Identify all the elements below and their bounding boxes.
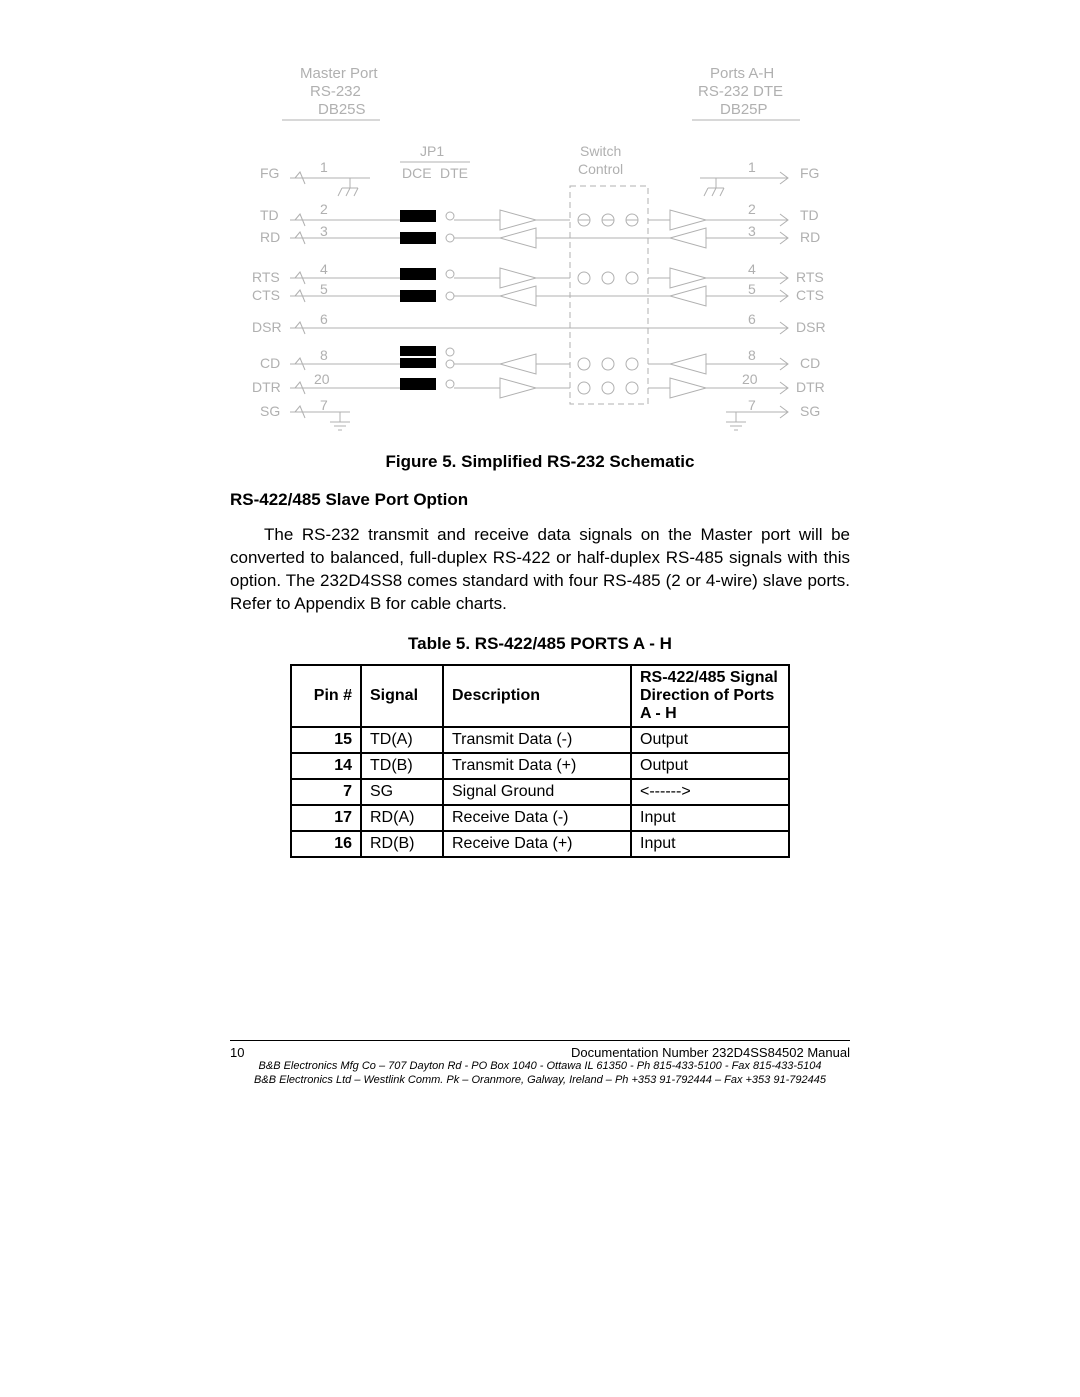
jp1-label: JP1 <box>420 143 444 159</box>
footer-rule <box>230 1040 850 1041</box>
right-pin-20: 20 <box>742 371 758 387</box>
cell-dir: Output <box>631 753 789 779</box>
left-pin-2: 2 <box>320 201 328 217</box>
right-header-2: RS-232 DTE <box>698 83 783 100</box>
body-paragraph: The RS-232 transmit and receive data sig… <box>230 524 850 616</box>
left-sig-RTS: RTS <box>252 269 280 285</box>
figure-caption: Figure 5. Simplified RS-232 Schematic <box>230 452 850 472</box>
section-heading: RS-422/485 Slave Port Option <box>230 490 850 510</box>
signal-rows: FG 1 FG 1 TD 2 <box>252 159 826 430</box>
left-pin-4: 4 <box>320 261 328 277</box>
cell-pin: 17 <box>291 805 361 831</box>
right-sig-CD: CD <box>800 355 820 371</box>
right-sig-DSR: DSR <box>796 319 826 335</box>
cell-pin: 16 <box>291 831 361 857</box>
left-sig-FG: FG <box>260 165 279 181</box>
cell-signal: TD(B) <box>361 753 443 779</box>
cell-desc: Receive Data (+) <box>443 831 631 857</box>
page-footer: 10 Documentation Number 232D4SS84502 Man… <box>230 1040 850 1088</box>
dce-label: DCE <box>402 165 432 181</box>
right-sig-CTS: CTS <box>796 287 824 303</box>
table-row: 14 TD(B) Transmit Data (+) Output <box>291 753 789 779</box>
left-header-3: DB25S <box>318 101 366 118</box>
ports-table: Pin # Signal Description RS-422/485 Sign… <box>290 664 790 858</box>
table-row: 15 TD(A) Transmit Data (-) Output <box>291 727 789 753</box>
cell-desc: Transmit Data (-) <box>443 727 631 753</box>
left-pin-5: 5 <box>320 281 328 297</box>
right-pin-3: 3 <box>748 223 756 239</box>
table-row: 16 RD(B) Receive Data (+) Input <box>291 831 789 857</box>
left-sig-CTS: CTS <box>252 287 280 303</box>
switch-label-1: Switch <box>580 143 621 159</box>
left-sig-TD: TD <box>260 207 279 223</box>
switch-label-2: Control <box>578 161 623 177</box>
th-signal: Signal <box>361 665 443 727</box>
right-header-1: Ports A-H <box>710 65 774 82</box>
cell-desc: Transmit Data (+) <box>443 753 631 779</box>
footer-address-1: B&B Electronics Mfg Co – 707 Dayton Rd -… <box>230 1060 850 1074</box>
right-pin-5: 5 <box>748 281 756 297</box>
footer-address-2: B&B Electronics Ltd – Westlink Comm. Pk … <box>230 1074 850 1088</box>
th-desc: Description <box>443 665 631 727</box>
cell-pin: 15 <box>291 727 361 753</box>
cell-signal: TD(A) <box>361 727 443 753</box>
th-pin: Pin # <box>291 665 361 727</box>
th-dir: RS-422/485 Signal Direction of Ports A -… <box>631 665 789 727</box>
cell-signal: RD(B) <box>361 831 443 857</box>
table-caption: Table 5. RS-422/485 PORTS A - H <box>230 634 850 654</box>
right-sig-SG: SG <box>800 403 820 419</box>
left-sig-SG: SG <box>260 403 280 419</box>
right-pin-7: 7 <box>748 397 756 413</box>
cell-desc: Receive Data (-) <box>443 805 631 831</box>
left-pin-6: 6 <box>320 311 328 327</box>
left-header-1: Master Port <box>300 65 378 82</box>
right-pin-8: 8 <box>748 347 756 363</box>
right-sig-DTR: DTR <box>796 379 825 395</box>
left-sig-DTR: DTR <box>252 379 281 395</box>
right-pin-2: 2 <box>748 201 756 217</box>
cell-dir: Output <box>631 727 789 753</box>
dte-label: DTE <box>440 165 468 181</box>
schematic-figure: .lt { stroke:#b0b0b0; stroke-width:1; fi… <box>240 60 840 440</box>
right-header-3: DB25P <box>720 101 768 118</box>
right-pin-4: 4 <box>748 261 756 277</box>
left-header-2: RS-232 <box>310 83 361 100</box>
left-pin-3: 3 <box>320 223 328 239</box>
left-pin-7: 7 <box>320 397 328 413</box>
cell-dir: Input <box>631 805 789 831</box>
right-sig-FG: FG <box>800 165 819 181</box>
right-sig-RD: RD <box>800 229 820 245</box>
left-sig-RD: RD <box>260 229 280 245</box>
doc-reference: Documentation Number 232D4SS84502 Manual <box>571 1045 850 1060</box>
left-pin-1: 1 <box>320 159 328 175</box>
left-pin-8: 8 <box>320 347 328 363</box>
cell-dir: <------> <box>631 779 789 805</box>
cell-signal: SG <box>361 779 443 805</box>
left-sig-CD: CD <box>260 355 280 371</box>
table-row: 7 SG Signal Ground <------> <box>291 779 789 805</box>
cell-pin: 14 <box>291 753 361 779</box>
cell-desc: Signal Ground <box>443 779 631 805</box>
table-header-row: Pin # Signal Description RS-422/485 Sign… <box>291 665 789 727</box>
cell-dir: Input <box>631 831 789 857</box>
right-pin-6: 6 <box>748 311 756 327</box>
right-sig-RTS: RTS <box>796 269 824 285</box>
table-row: 17 RD(A) Receive Data (-) Input <box>291 805 789 831</box>
manual-page: .lt { stroke:#b0b0b0; stroke-width:1; fi… <box>0 0 1080 1397</box>
right-sig-TD: TD <box>800 207 819 223</box>
right-pin-1: 1 <box>748 159 756 175</box>
cell-pin: 7 <box>291 779 361 805</box>
left-sig-DSR: DSR <box>252 319 282 335</box>
cell-signal: RD(A) <box>361 805 443 831</box>
left-pin-20: 20 <box>314 371 330 387</box>
page-number: 10 <box>230 1045 244 1060</box>
